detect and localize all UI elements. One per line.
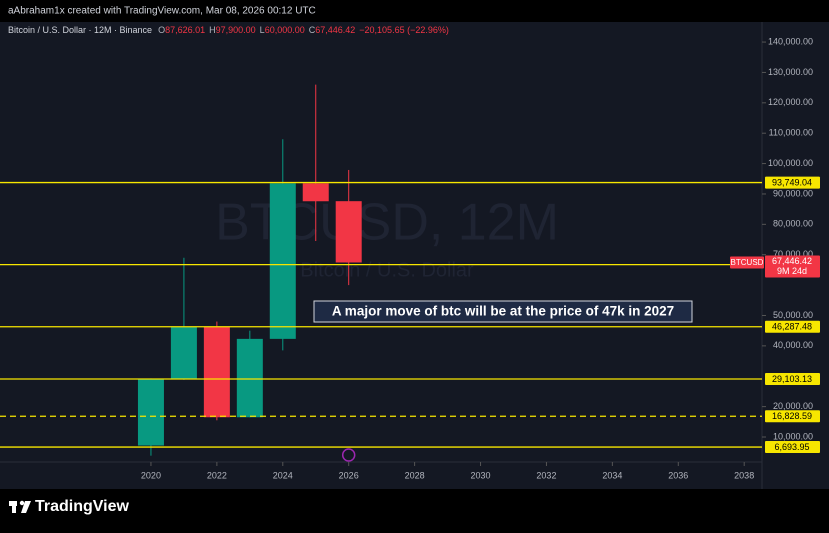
level-label-bg bbox=[765, 176, 820, 189]
x-tick-label: 2032 bbox=[536, 470, 556, 480]
legend-value: 60,000.00 bbox=[265, 25, 305, 35]
watermark: BTCUSD, 12M bbox=[215, 194, 559, 252]
x-tick-label: 2030 bbox=[471, 470, 491, 480]
x-tick-label: 2026 bbox=[339, 470, 359, 480]
legend-key: L bbox=[260, 25, 265, 35]
x-tick-label: 2028 bbox=[405, 470, 425, 480]
y-tick-label: 140,000.00 bbox=[768, 36, 813, 46]
candle-body bbox=[137, 379, 164, 446]
last-price-countdown: 9M 24d bbox=[777, 266, 807, 276]
level-label: 6,693.95 bbox=[774, 442, 809, 452]
logo bbox=[9, 500, 31, 513]
legend: Bitcoin / U.S. Dollar · 12M · Binance O87… bbox=[8, 25, 449, 35]
y-tick-label: 130,000.00 bbox=[768, 67, 813, 77]
annotation: A major move of btc will be at the price… bbox=[332, 304, 674, 319]
level-label-bg bbox=[765, 372, 820, 385]
x-tick-label: 2038 bbox=[734, 470, 754, 480]
legend-value: 97,900.00 bbox=[216, 25, 256, 35]
level-label: 29,103.13 bbox=[772, 374, 812, 384]
candle-body bbox=[302, 183, 329, 202]
legend-key: O bbox=[158, 25, 165, 35]
last-price-label: 67,446.42 bbox=[772, 256, 812, 266]
footer-brand: TradingView bbox=[35, 498, 130, 515]
y-tick-label: 50,000.00 bbox=[773, 310, 813, 320]
y-tick-label: 120,000.00 bbox=[768, 97, 813, 107]
candle-body bbox=[203, 326, 230, 418]
candle-body bbox=[236, 338, 263, 418]
candle-body bbox=[269, 183, 296, 339]
last-price-tag: BTCUSD bbox=[731, 258, 764, 267]
y-tick-label: 70,000.00 bbox=[773, 249, 813, 259]
legend-value: 67,446.42 bbox=[315, 25, 355, 35]
legend-key: C bbox=[309, 25, 316, 35]
last-price-tag-bg bbox=[730, 256, 764, 269]
level-label: 16,828.59 bbox=[772, 411, 812, 421]
y-tick-label: 100,000.00 bbox=[768, 158, 813, 168]
legend-key: H bbox=[209, 25, 216, 35]
y-tick-label: 90,000.00 bbox=[773, 188, 813, 198]
legend-symbol: Bitcoin / U.S. Dollar · 12M · Binance bbox=[8, 25, 152, 35]
candle-body bbox=[170, 326, 197, 380]
x-tick-label: 2020 bbox=[141, 470, 161, 480]
level-label: 93,749.04 bbox=[772, 177, 812, 187]
y-tick-label: 10,000.00 bbox=[773, 431, 813, 441]
y-tick-label: 20,000.00 bbox=[773, 401, 813, 411]
y-tick-label: 80,000.00 bbox=[773, 219, 813, 229]
candle-body bbox=[335, 201, 362, 263]
last-price-bg bbox=[765, 255, 820, 278]
annotation-box bbox=[313, 300, 693, 323]
level-label: 46,287.48 bbox=[772, 322, 812, 332]
watermark: Bitcoin / U.S. Dollar bbox=[300, 259, 474, 281]
x-tick-label: 2036 bbox=[668, 470, 688, 480]
y-tick-label: 110,000.00 bbox=[769, 128, 813, 138]
y-tick-label: 40,000.00 bbox=[773, 340, 813, 350]
level-label-bg bbox=[765, 410, 820, 423]
chart-panel bbox=[0, 22, 829, 489]
x-tick-label: 2022 bbox=[207, 470, 227, 480]
event-icon bbox=[341, 448, 356, 462]
header: aAbraham1x created with TradingView.com,… bbox=[8, 6, 316, 17]
legend-change: −20,105.65 (−22.96%) bbox=[359, 25, 449, 35]
x-tick-label: 2034 bbox=[602, 470, 622, 480]
level-label-bg bbox=[765, 320, 820, 333]
x-tick-label: 2024 bbox=[273, 470, 293, 480]
legend-value: 87,626.01 bbox=[165, 25, 205, 35]
level-label-bg bbox=[765, 441, 820, 454]
